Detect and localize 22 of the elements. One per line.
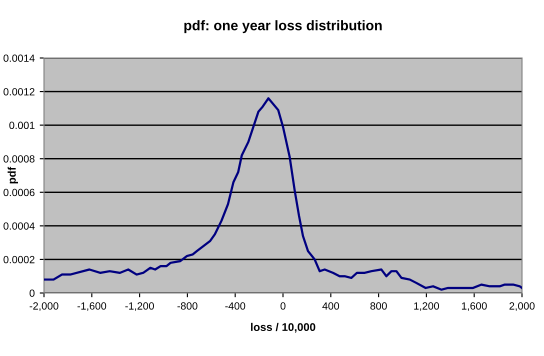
x-tick-label: -800 — [177, 302, 198, 310]
y-tick-label: 0.0002 — [4, 256, 34, 264]
x-tick-label: 0 — [280, 302, 286, 310]
y-tick-label: 0.0012 — [4, 88, 34, 96]
y-tick-label: 0.0006 — [4, 188, 35, 196]
x-axis-title: loss / 10,000 — [251, 322, 316, 333]
y-axis-title: pdf — [8, 166, 18, 184]
x-tick-label: -400 — [225, 302, 246, 310]
y-tick-label: 0.0008 — [4, 155, 35, 163]
x-tick-label: 1,600 — [462, 302, 487, 311]
y-tick-label: 0.0004 — [4, 222, 35, 230]
y-tick-label: 0.001 — [9, 122, 34, 130]
x-tick-label: 400 — [322, 302, 340, 310]
x-tick-label: 1,200 — [414, 302, 440, 311]
x-tick-label: -1,200 — [125, 302, 154, 311]
chart-title: pdf: one year loss distribution — [184, 20, 382, 34]
x-tick-label: 2,000 — [509, 302, 535, 311]
x-tick-label: 800 — [370, 302, 387, 310]
y-tick-label: 0 — [30, 290, 35, 297]
y-tick-label: 0.0014 — [4, 54, 35, 62]
x-tick-label: -1,600 — [77, 302, 106, 311]
x-tick-label: -2,000 — [30, 302, 58, 311]
